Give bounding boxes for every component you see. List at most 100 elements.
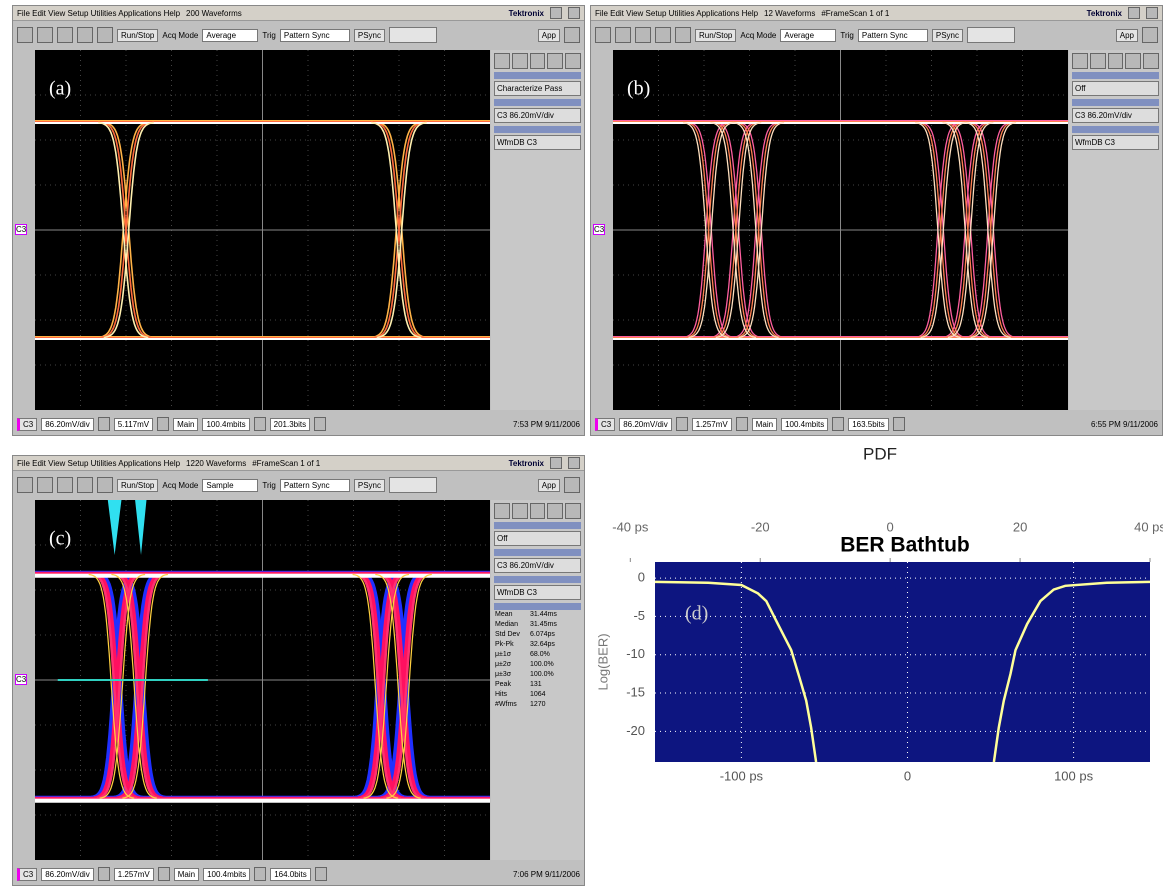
side-item[interactable]: WfmDB C3 [1072, 135, 1159, 150]
side-item[interactable]: WfmDB C3 [494, 585, 581, 600]
window-button[interactable] [1146, 7, 1158, 19]
acq-mode-select[interactable]: Sample [202, 479, 258, 492]
timebase-field[interactable]: Main [173, 418, 198, 431]
app-button[interactable]: App [1116, 29, 1138, 42]
scale-field[interactable]: 86.20mV/div [41, 868, 93, 881]
window-button[interactable] [550, 7, 562, 19]
app-button[interactable]: App [538, 479, 560, 492]
trig-select[interactable]: Pattern Sync [858, 29, 928, 42]
run-stop-button[interactable]: Run/Stop [117, 479, 158, 492]
run-stop-button[interactable]: Run/Stop [117, 29, 158, 42]
tool-icon[interactable] [97, 477, 113, 493]
side-item[interactable]: C3 86.20mV/div [494, 108, 581, 123]
view-icon[interactable] [547, 503, 563, 519]
spin-button[interactable] [314, 417, 326, 431]
view-icon[interactable] [1072, 53, 1088, 69]
spin-button[interactable] [157, 417, 169, 431]
spin-button[interactable] [254, 867, 266, 881]
menu[interactable]: File Edit View Setup Utilities Applicati… [17, 459, 180, 468]
run-stop-button[interactable]: Run/Stop [695, 29, 736, 42]
view-icon[interactable] [547, 53, 563, 69]
view-icon[interactable] [494, 53, 510, 69]
view-icon[interactable] [530, 53, 546, 69]
window-button[interactable] [550, 457, 562, 469]
spin-button[interactable] [254, 417, 266, 431]
tool-icon[interactable] [655, 27, 671, 43]
tool-icon[interactable] [615, 27, 631, 43]
side-item[interactable]: C3 86.20mV/div [1072, 108, 1159, 123]
channel-select[interactable]: C3 [17, 418, 37, 431]
view-icon[interactable] [494, 503, 510, 519]
acq-len-field[interactable]: 100.4mbits [781, 418, 828, 431]
side-header [1072, 99, 1159, 106]
view-icon[interactable] [565, 503, 581, 519]
tool-icon[interactable] [595, 27, 611, 43]
help-icon[interactable] [1142, 27, 1158, 43]
acq-len-field[interactable]: 100.4mbits [202, 418, 249, 431]
psync-button[interactable]: PSync [932, 29, 963, 42]
view-icon[interactable] [512, 53, 528, 69]
offset-field[interactable]: 5.117mV [114, 418, 153, 431]
spin-button[interactable] [893, 417, 905, 431]
offset-field[interactable]: 1.257mV [692, 418, 732, 431]
acq-mode-select[interactable]: Average [780, 29, 836, 42]
acq-len-field[interactable]: 100.4mbits [203, 868, 250, 881]
tool-icon[interactable] [57, 477, 73, 493]
tool-icon[interactable] [77, 477, 93, 493]
offset-field[interactable]: 1.257mV [114, 868, 154, 881]
pos-field[interactable]: 164.0bits [270, 868, 310, 881]
acq-mode-select[interactable]: Average [202, 29, 258, 42]
spin-button[interactable] [832, 417, 844, 431]
spin-button[interactable] [98, 867, 110, 881]
tool-icon[interactable] [97, 27, 113, 43]
scale-field[interactable]: 86.20mV/div [41, 418, 93, 431]
side-item[interactable]: Off [494, 531, 581, 546]
spin-button[interactable] [315, 867, 327, 881]
tool-icon[interactable] [37, 477, 53, 493]
tool-icon[interactable] [635, 27, 651, 43]
help-icon[interactable] [564, 27, 580, 43]
view-icon[interactable] [1125, 53, 1141, 69]
view-icon[interactable] [565, 53, 581, 69]
psync-button[interactable]: PSync [354, 29, 385, 42]
timebase-field[interactable]: Main [174, 868, 199, 881]
spin-button[interactable] [98, 417, 110, 431]
side-item[interactable]: Characterize Pass [494, 81, 581, 96]
tool-icon[interactable] [17, 477, 33, 493]
spin-button[interactable] [158, 867, 170, 881]
tool-icon[interactable] [37, 27, 53, 43]
blank-button[interactable] [389, 27, 437, 43]
trig-select[interactable]: Pattern Sync [280, 29, 350, 42]
scale-field[interactable]: 86.20mV/div [619, 418, 671, 431]
window-button[interactable] [568, 7, 580, 19]
trig-select[interactable]: Pattern Sync [280, 479, 350, 492]
tool-icon[interactable] [675, 27, 691, 43]
channel-select[interactable]: C3 [595, 418, 615, 431]
channel-select[interactable]: C3 [17, 868, 37, 881]
tool-icon[interactable] [17, 27, 33, 43]
window-button[interactable] [568, 457, 580, 469]
window-button[interactable] [1128, 7, 1140, 19]
pos-field[interactable]: 201.3bits [270, 418, 310, 431]
side-item[interactable]: WfmDB C3 [494, 135, 581, 150]
menu[interactable]: File Edit View Setup Utilities Applicati… [17, 9, 180, 18]
blank-button[interactable] [967, 27, 1015, 43]
blank-button[interactable] [389, 477, 437, 493]
help-icon[interactable] [564, 477, 580, 493]
menu[interactable]: File Edit View Setup Utilities Applicati… [595, 9, 758, 18]
spin-button[interactable] [676, 417, 688, 431]
view-icon[interactable] [1108, 53, 1124, 69]
tool-icon[interactable] [77, 27, 93, 43]
app-button[interactable]: App [538, 29, 560, 42]
pos-field[interactable]: 163.5bits [848, 418, 888, 431]
psync-button[interactable]: PSync [354, 479, 385, 492]
view-icon[interactable] [1090, 53, 1106, 69]
view-icon[interactable] [512, 503, 528, 519]
spin-button[interactable] [736, 417, 748, 431]
timebase-field[interactable]: Main [752, 418, 777, 431]
side-item[interactable]: C3 86.20mV/div [494, 558, 581, 573]
side-item[interactable]: Off [1072, 81, 1159, 96]
view-icon[interactable] [530, 503, 546, 519]
tool-icon[interactable] [57, 27, 73, 43]
view-icon[interactable] [1143, 53, 1159, 69]
